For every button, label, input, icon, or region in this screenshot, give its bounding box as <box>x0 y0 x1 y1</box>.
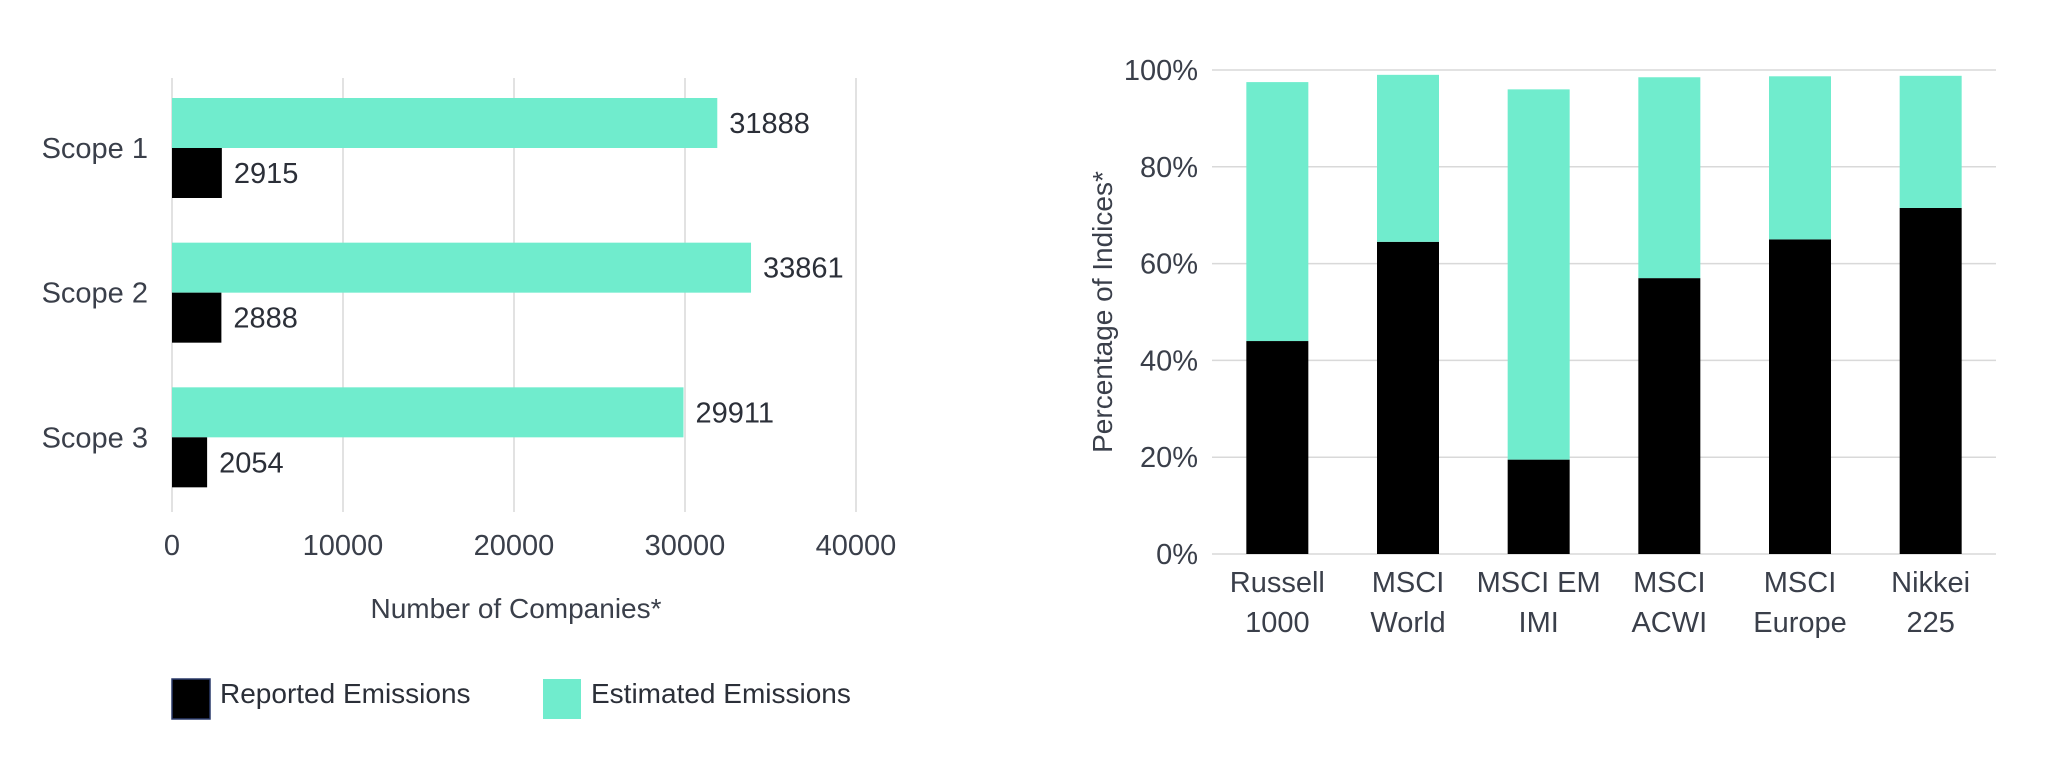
data-label-reported-scope-2: 2888 <box>233 303 298 335</box>
bar-estimated-msci-europe <box>1769 76 1831 240</box>
y-tick-label-scope-3: Scope 3 <box>42 422 148 454</box>
bar-reported-msci-world <box>1377 241 1439 554</box>
x-tick-label-russell-1000-line2: 1000 <box>1245 607 1310 639</box>
x-axis-title: Number of Companies* <box>370 593 661 624</box>
x-tick-label-russell-1000-line1: Russell <box>1230 567 1325 599</box>
x-tick-label-msci-acwi-line1: MSCI <box>1633 567 1706 599</box>
legend-swatch-reported-emissions <box>171 678 211 720</box>
x-tick-label-nikkei-225-line1: Nikkei <box>1891 567 1970 599</box>
data-label-reported-scope-3: 2054 <box>219 447 284 479</box>
bar-reported-scope-3 <box>172 437 208 488</box>
left-bar-chart: 0 10000 20000 30000 40000 Scope 1 31888 2915 Sco… <box>42 78 897 624</box>
bar-estimated-msci-em-imi <box>1507 89 1570 460</box>
data-label-estimated-scope-1: 31888 <box>729 108 810 140</box>
legend-swatch-estimated-emissions <box>543 679 581 719</box>
x-tick-label-10000: 10000 <box>303 530 384 562</box>
x-tick-label-msci-em-imi-line2: IMI <box>1519 607 1559 639</box>
left-chart-legend: Reported Emissions Estimated Emissions <box>171 678 851 720</box>
right-stacked-bar-chart: 0% 20% 40% 60% 80% 100% Percentage of Indices*… <box>1087 55 1996 639</box>
bar-reported-msci-europe <box>1769 239 1831 554</box>
y-tick-label-60: 60% <box>1140 249 1198 281</box>
x-tick-label-msci-europe-line2: Europe <box>1753 607 1847 639</box>
legend-label-estimated-emissions: Estimated Emissions <box>591 678 851 709</box>
x-tick-label-msci-world-line1: MSCI <box>1372 567 1445 599</box>
y-tick-label-40: 40% <box>1140 345 1198 377</box>
y-axis-title: Percentage of Indices* <box>1087 171 1118 453</box>
legend-label-reported-emissions: Reported Emissions <box>220 678 471 709</box>
data-label-estimated-scope-2: 33861 <box>763 253 844 285</box>
bar-reported-msci-em-imi <box>1507 459 1570 554</box>
y-tick-label-scope-1: Scope 1 <box>42 133 148 165</box>
x-tick-label-msci-world-line2: World <box>1370 607 1445 639</box>
bar-reported-russell-1000 <box>1246 341 1309 554</box>
bar-estimated-msci-acwi <box>1638 77 1701 279</box>
x-tick-label-msci-europe-line1: MSCI <box>1764 567 1837 599</box>
y-tick-label-20: 20% <box>1140 442 1198 474</box>
bar-estimated-msci-world <box>1377 74 1439 242</box>
y-tick-label-scope-2: Scope 2 <box>42 278 148 310</box>
y-tick-label-100: 100% <box>1124 55 1198 87</box>
bar-reported-nikkei-225 <box>1899 207 1962 554</box>
bar-reported-scope-1 <box>172 148 222 198</box>
bar-estimated-russell-1000 <box>1246 82 1309 342</box>
bar-reported-msci-acwi <box>1638 278 1701 554</box>
x-tick-label-nikkei-225-line2: 225 <box>1906 607 1954 639</box>
bar-estimated-scope-1 <box>172 98 718 148</box>
x-tick-label-40000: 40000 <box>816 530 897 562</box>
data-label-reported-scope-1: 2915 <box>234 158 299 190</box>
bar-reported-scope-2 <box>172 292 222 343</box>
x-tick-label-0: 0 <box>164 530 180 562</box>
y-tick-label-0: 0% <box>1156 539 1198 571</box>
y-tick-label-80: 80% <box>1140 152 1198 184</box>
x-tick-label-20000: 20000 <box>474 530 555 562</box>
bar-estimated-scope-3 <box>172 387 684 438</box>
x-tick-label-msci-em-imi-line1: MSCI EM <box>1477 567 1601 599</box>
x-tick-label-30000: 30000 <box>645 530 726 562</box>
bar-estimated-nikkei-225 <box>1899 75 1962 208</box>
data-label-estimated-scope-3: 29911 <box>695 397 774 429</box>
bar-estimated-scope-2 <box>172 242 752 293</box>
x-tick-label-msci-acwi-line2: ACWI <box>1631 607 1707 639</box>
